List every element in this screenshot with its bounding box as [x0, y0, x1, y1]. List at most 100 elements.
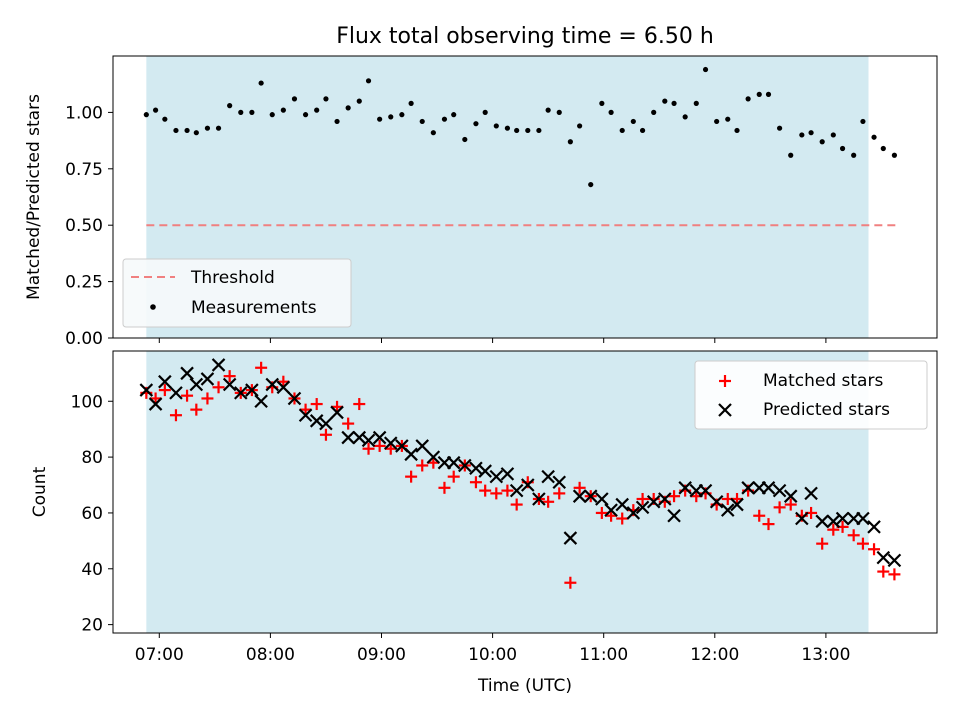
predicted-point — [158, 374, 172, 389]
measurement-point — [334, 118, 340, 125]
top-panel-frame — [112, 55, 938, 339]
predicted-point — [615, 497, 629, 512]
measurement-point — [365, 78, 372, 84]
predicted-point — [189, 377, 204, 392]
bottom-y-axis: 20 40 60 80 100 — [71, 392, 113, 636]
measurement-point — [514, 127, 520, 134]
measurement-point — [238, 109, 244, 115]
predicted-point — [446, 455, 461, 470]
x-tick-label: 10:00 — [468, 645, 517, 665]
predicted-point — [730, 497, 744, 512]
measurement-point — [599, 100, 605, 106]
predicted-point — [698, 483, 713, 498]
predicted-point — [500, 467, 515, 481]
matched-point — [353, 398, 366, 411]
bottom-panel-frame — [112, 350, 938, 634]
matched-point — [479, 484, 492, 497]
predicted-point — [646, 494, 661, 509]
measurement-point — [567, 139, 573, 145]
bottom-legend: Matched stars Predicted stars — [694, 360, 928, 430]
x-axis-label: Time (UTC) — [477, 676, 572, 696]
matched-point — [773, 501, 786, 514]
measurement-point — [408, 100, 414, 106]
predicted-point — [309, 414, 324, 428]
bottom-y-tick-label: 20 — [81, 616, 103, 636]
matched-point — [373, 439, 386, 452]
top-panel: 0.00 0.25 0.50 0.75 1.00 Matched/Predicted s… — [24, 55, 938, 349]
matched-point — [573, 481, 586, 494]
measurement-point — [765, 91, 772, 97]
measurement-point — [714, 118, 720, 125]
matched-point — [877, 565, 890, 578]
measurement-point — [462, 136, 468, 143]
matched-point — [149, 392, 162, 405]
measurement-point — [619, 127, 625, 134]
measurement-point — [702, 66, 709, 73]
measurement-point — [482, 109, 488, 115]
predicted-point — [287, 391, 302, 406]
matched-point — [490, 487, 503, 500]
predicted-point — [254, 394, 268, 409]
predicted-point — [139, 383, 154, 397]
matched-point — [212, 381, 225, 394]
predicted-point — [372, 430, 387, 445]
measurement-point — [162, 116, 168, 122]
bottom-y-tick-label: 80 — [81, 448, 103, 468]
x-tick-label: 13:00 — [801, 645, 850, 665]
top-y-tick-label: 0.00 — [65, 329, 103, 349]
matched-point — [201, 392, 214, 405]
predicted-point — [741, 481, 755, 495]
predicted-point — [678, 481, 692, 495]
predicted-point — [835, 511, 850, 526]
measurement-point — [745, 96, 751, 102]
matched-point — [868, 543, 881, 556]
predicted-point — [200, 372, 215, 386]
measurement-point — [249, 109, 255, 115]
measurement-point — [227, 103, 233, 109]
predicted-point — [867, 520, 881, 534]
measurement-point — [377, 116, 383, 122]
top-legend: Threshold Measurements — [122, 258, 352, 328]
measurement-point — [388, 114, 394, 120]
measurement-point — [280, 107, 286, 113]
matched-point — [299, 403, 312, 416]
matched-point — [319, 428, 332, 441]
measurement-point — [504, 125, 511, 131]
predicted-point — [856, 511, 870, 526]
measurement-point — [639, 127, 646, 134]
predicted-points — [139, 358, 902, 568]
predicted-point — [804, 486, 818, 501]
measurement-point — [577, 123, 583, 129]
measurement-point — [799, 132, 805, 138]
top-y-tick-label: 0.75 — [65, 160, 103, 180]
measurement-point — [808, 130, 814, 136]
measurement-point — [608, 109, 614, 115]
matched-point — [405, 470, 418, 483]
predicted-point — [552, 475, 567, 490]
predicted-point — [541, 469, 555, 484]
predicted-point — [319, 416, 333, 431]
predicted-legend-swatch — [718, 403, 732, 417]
matched-point — [181, 389, 194, 402]
x-tick-label: 08:00 — [246, 645, 295, 665]
measurement-point — [302, 112, 309, 118]
measurements-legend-swatch — [150, 304, 156, 310]
predicted-point — [795, 511, 809, 526]
predicted-point — [887, 553, 902, 568]
measurement-point — [851, 152, 857, 158]
predicted-legend-label: Predicted stars — [763, 400, 890, 420]
top-y-axis: 0.00 0.25 0.50 0.75 1.00 — [65, 103, 113, 349]
matched-point — [310, 398, 323, 411]
measurement-point — [291, 96, 298, 102]
measurement-point — [734, 127, 740, 134]
predicted-point — [180, 366, 194, 381]
matched-point — [847, 529, 860, 542]
matched-point — [564, 576, 577, 589]
measurement-point — [451, 112, 457, 118]
measurement-point — [682, 114, 688, 120]
measurement-point — [756, 91, 762, 97]
measurement-point — [725, 116, 731, 122]
matched-point — [255, 361, 268, 374]
measurement-point — [860, 118, 866, 125]
